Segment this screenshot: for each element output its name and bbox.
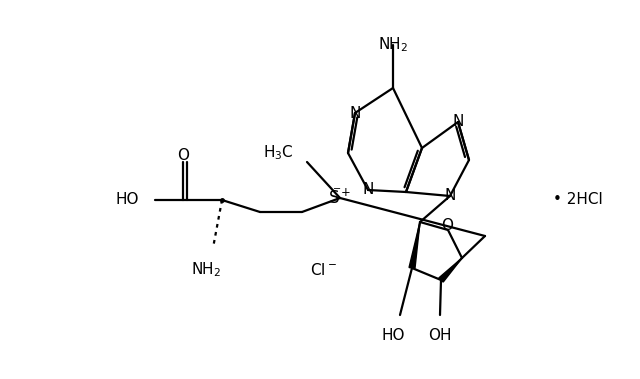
- Text: N: N: [452, 114, 464, 130]
- Text: HO: HO: [115, 193, 139, 207]
- Text: N: N: [349, 105, 361, 121]
- Text: NH$_2$: NH$_2$: [378, 36, 408, 54]
- Text: N: N: [362, 183, 374, 197]
- Text: NH$_2$: NH$_2$: [191, 261, 221, 279]
- Text: O: O: [441, 219, 453, 233]
- Text: O: O: [177, 147, 189, 163]
- Polygon shape: [439, 258, 462, 282]
- Text: OH: OH: [428, 327, 452, 343]
- Text: N: N: [444, 188, 456, 204]
- Text: H$_3$C: H$_3$C: [263, 144, 294, 162]
- Polygon shape: [409, 222, 420, 268]
- Text: Cl$^-$: Cl$^-$: [310, 262, 337, 278]
- Text: −: −: [333, 184, 341, 194]
- Text: • 2HCl: • 2HCl: [553, 193, 603, 207]
- Text: S$^+$: S$^+$: [328, 188, 352, 208]
- Text: HO: HO: [381, 327, 404, 343]
